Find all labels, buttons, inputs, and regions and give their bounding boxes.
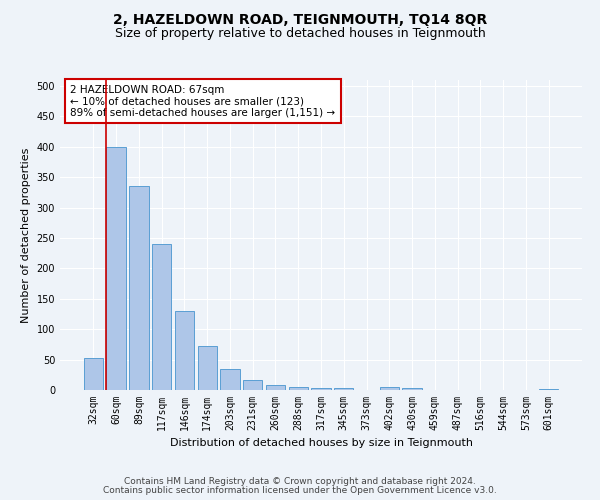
Text: 2, HAZELDOWN ROAD, TEIGNMOUTH, TQ14 8QR: 2, HAZELDOWN ROAD, TEIGNMOUTH, TQ14 8QR: [113, 12, 487, 26]
Y-axis label: Number of detached properties: Number of detached properties: [21, 148, 31, 322]
Bar: [106, 147, 126, 390]
Text: Contains public sector information licensed under the Open Government Licence v3: Contains public sector information licen…: [103, 486, 497, 495]
Bar: [152, 244, 172, 390]
Bar: [311, 388, 331, 390]
Text: Size of property relative to detached houses in Teignmouth: Size of property relative to detached ho…: [115, 28, 485, 40]
Bar: [197, 346, 217, 390]
Bar: [243, 380, 262, 390]
Bar: [220, 368, 239, 390]
Bar: [266, 385, 285, 390]
Bar: [129, 186, 149, 390]
Bar: [175, 311, 194, 390]
Bar: [289, 387, 308, 390]
Bar: [539, 389, 558, 390]
Text: 2 HAZELDOWN ROAD: 67sqm
← 10% of detached houses are smaller (123)
89% of semi-d: 2 HAZELDOWN ROAD: 67sqm ← 10% of detache…: [70, 84, 335, 118]
Text: Contains HM Land Registry data © Crown copyright and database right 2024.: Contains HM Land Registry data © Crown c…: [124, 477, 476, 486]
Bar: [403, 388, 422, 390]
Bar: [84, 358, 103, 390]
Bar: [334, 388, 353, 390]
Bar: [380, 387, 399, 390]
X-axis label: Distribution of detached houses by size in Teignmouth: Distribution of detached houses by size …: [170, 438, 473, 448]
